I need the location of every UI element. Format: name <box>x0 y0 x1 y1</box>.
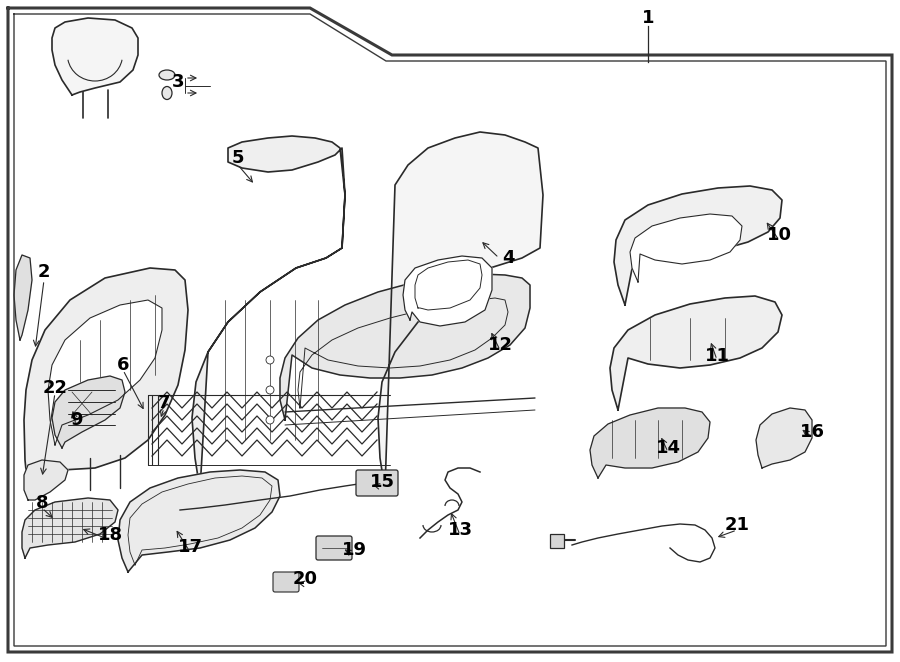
Polygon shape <box>403 256 492 326</box>
Polygon shape <box>610 296 782 410</box>
FancyBboxPatch shape <box>273 572 299 592</box>
Text: 13: 13 <box>447 521 473 539</box>
Text: 16: 16 <box>799 423 824 441</box>
Circle shape <box>266 416 274 424</box>
Text: 21: 21 <box>724 516 750 534</box>
Text: 19: 19 <box>341 541 366 559</box>
Polygon shape <box>22 498 118 558</box>
Text: 10: 10 <box>767 226 791 244</box>
Ellipse shape <box>162 87 172 99</box>
Text: 2: 2 <box>38 263 50 281</box>
Text: 22: 22 <box>42 379 68 397</box>
Polygon shape <box>280 274 530 420</box>
Circle shape <box>266 386 274 394</box>
Bar <box>550 534 564 548</box>
Text: 15: 15 <box>370 473 394 491</box>
Text: 20: 20 <box>292 570 318 588</box>
Text: 12: 12 <box>488 336 512 354</box>
Text: 9: 9 <box>70 411 82 429</box>
Polygon shape <box>590 408 710 478</box>
Polygon shape <box>14 255 32 340</box>
Polygon shape <box>24 460 68 500</box>
Text: 18: 18 <box>97 526 122 544</box>
Polygon shape <box>630 214 742 282</box>
Polygon shape <box>756 408 812 468</box>
Polygon shape <box>52 18 138 95</box>
Polygon shape <box>24 268 188 490</box>
Text: 11: 11 <box>705 347 730 365</box>
Polygon shape <box>614 186 782 305</box>
Text: 17: 17 <box>177 538 202 556</box>
FancyBboxPatch shape <box>356 470 398 496</box>
Polygon shape <box>48 300 162 445</box>
Polygon shape <box>8 8 892 652</box>
Text: 14: 14 <box>655 439 680 457</box>
Text: 6: 6 <box>117 356 130 374</box>
Text: 3: 3 <box>172 73 184 91</box>
Text: 4: 4 <box>502 249 514 267</box>
Ellipse shape <box>159 70 175 80</box>
Polygon shape <box>192 136 345 490</box>
Text: 1: 1 <box>642 9 654 27</box>
Text: 7: 7 <box>158 394 170 412</box>
Circle shape <box>266 356 274 364</box>
Polygon shape <box>118 470 280 572</box>
Polygon shape <box>52 376 125 448</box>
Text: 5: 5 <box>232 149 244 167</box>
Polygon shape <box>378 132 543 490</box>
Text: 8: 8 <box>36 494 49 512</box>
FancyBboxPatch shape <box>316 536 352 560</box>
